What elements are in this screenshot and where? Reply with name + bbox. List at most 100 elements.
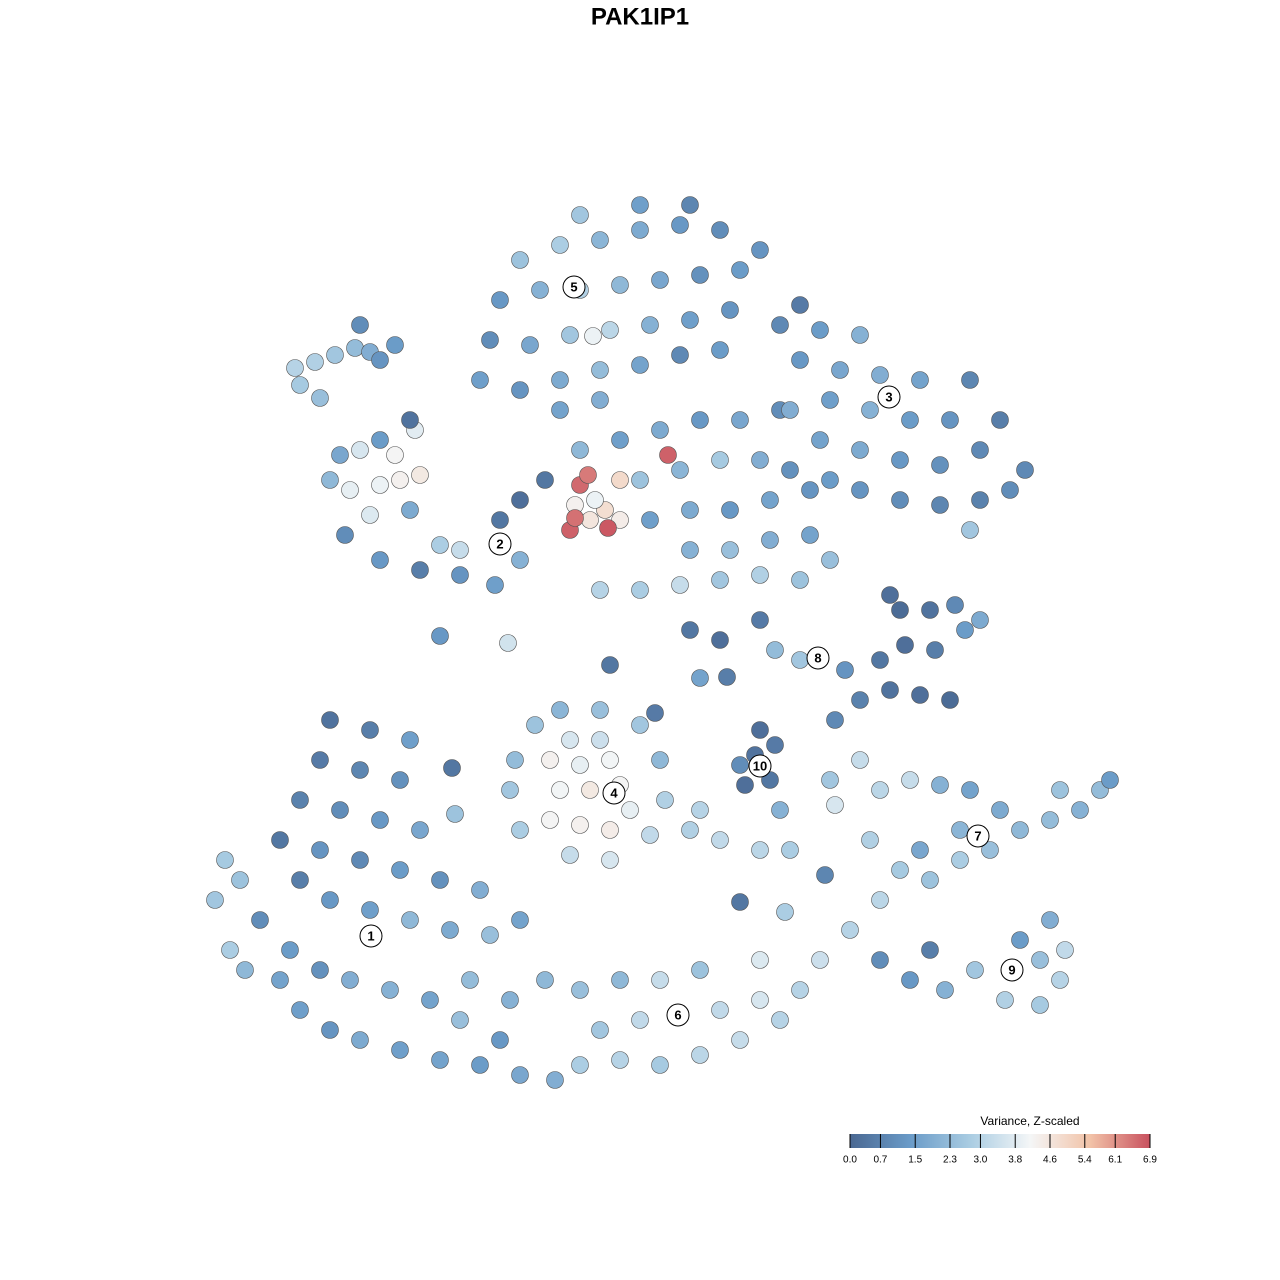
point (381, 981, 399, 999)
point (291, 791, 309, 809)
point (511, 911, 529, 929)
point (681, 621, 699, 639)
point (271, 831, 289, 849)
point (731, 411, 749, 429)
point (921, 601, 939, 619)
point (431, 536, 449, 554)
point (646, 704, 664, 722)
point (781, 841, 799, 859)
point (311, 841, 329, 859)
point (751, 241, 769, 259)
cluster-label: 2 (496, 536, 503, 551)
point (591, 231, 609, 249)
point (541, 811, 559, 829)
point (346, 339, 364, 357)
point (326, 346, 344, 364)
point (926, 641, 944, 659)
point (841, 921, 859, 939)
point (291, 1001, 309, 1019)
point (1011, 931, 1029, 949)
colorbar-title: Variance, Z-scaled (980, 1114, 1079, 1128)
point (891, 451, 909, 469)
point (371, 351, 389, 369)
point (611, 276, 629, 294)
cluster-label-badge (806, 646, 830, 670)
point (443, 759, 461, 777)
point (896, 636, 914, 654)
point (581, 781, 599, 799)
point (481, 331, 499, 349)
point (521, 336, 539, 354)
point (911, 371, 929, 389)
point (621, 801, 639, 819)
point (321, 471, 339, 489)
point (691, 801, 709, 819)
point (431, 627, 449, 645)
point (721, 301, 739, 319)
cluster-label: 5 (570, 279, 577, 294)
point (341, 971, 359, 989)
point (691, 1046, 709, 1064)
point (599, 519, 617, 537)
point (386, 336, 404, 354)
colorbar-tick-label: 5.4 (1078, 1155, 1092, 1166)
point (579, 466, 597, 484)
point (776, 903, 794, 921)
colorbar-tick-label: 0.7 (873, 1155, 887, 1166)
point (386, 446, 404, 464)
cluster-label-badge (562, 275, 586, 299)
point (931, 456, 949, 474)
point (751, 611, 769, 629)
point (851, 751, 869, 769)
point (571, 206, 589, 224)
point (561, 326, 579, 344)
point (601, 751, 619, 769)
point (901, 971, 919, 989)
point (971, 441, 989, 459)
point (471, 371, 489, 389)
point (351, 851, 369, 869)
point (718, 668, 736, 686)
point (851, 441, 869, 459)
point (671, 346, 689, 364)
point (611, 431, 629, 449)
point (651, 1056, 669, 1074)
point (421, 991, 439, 1009)
cluster-label: 7 (974, 828, 981, 843)
point (711, 1001, 729, 1019)
point (921, 941, 939, 959)
point (391, 771, 409, 789)
point (511, 381, 529, 399)
point (921, 871, 939, 889)
point (531, 281, 549, 299)
chart-title: PAK1IP1 (591, 3, 689, 30)
point (681, 501, 699, 519)
point (751, 951, 769, 969)
point (571, 756, 589, 774)
point (1056, 941, 1074, 959)
point (321, 1021, 339, 1039)
point (711, 451, 729, 469)
point (691, 961, 709, 979)
point (236, 961, 254, 979)
point (691, 411, 709, 429)
point (506, 751, 524, 769)
point (281, 941, 299, 959)
point (871, 781, 889, 799)
colorbar-tick-label: 3.0 (973, 1155, 987, 1166)
point (584, 327, 602, 345)
point (881, 586, 899, 604)
point (591, 731, 609, 749)
point (371, 551, 389, 569)
colorbar-tick-label: 0.0 (843, 1155, 857, 1166)
point (321, 891, 339, 909)
point (681, 311, 699, 329)
point (1041, 911, 1059, 929)
point (311, 961, 329, 979)
point (691, 266, 709, 284)
point (731, 1031, 749, 1049)
point (826, 711, 844, 729)
point (611, 1051, 629, 1069)
cluster-label-badge (359, 924, 383, 948)
point (771, 1011, 789, 1029)
